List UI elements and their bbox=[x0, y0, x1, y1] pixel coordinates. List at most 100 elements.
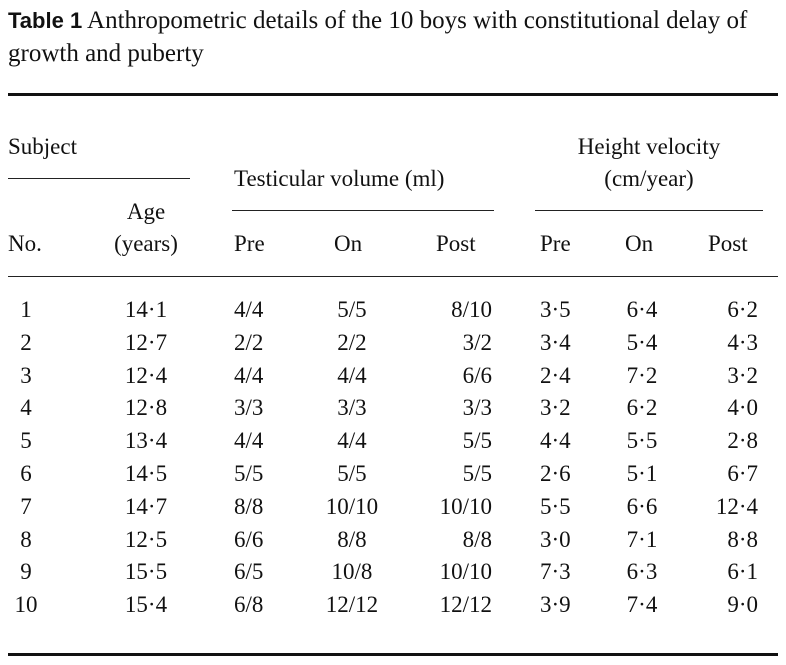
cell-hv-on: 6·2 bbox=[626, 395, 658, 421]
cell-age: 12·8 bbox=[124, 395, 168, 421]
cell-tv-on: 4/4 bbox=[337, 362, 367, 388]
header-tv-post: Post bbox=[436, 231, 476, 256]
cell-no: 7 bbox=[20, 493, 32, 519]
cell-tv-on: 5/5 bbox=[337, 297, 367, 322]
cell-hv-on: 5·4 bbox=[626, 329, 658, 355]
cell-hv-post: 6·2 bbox=[727, 297, 758, 322]
cell-no: 1 bbox=[20, 297, 32, 322]
cell-tv-post: 6/6 bbox=[462, 362, 492, 388]
cell-no: 9 bbox=[20, 559, 32, 585]
cell-hv-post: 2·8 bbox=[727, 428, 758, 454]
cell-hv-on: 7·2 bbox=[626, 362, 658, 388]
cell-age: 13·4 bbox=[124, 428, 168, 454]
cell-tv-pre: 6/5 bbox=[234, 559, 264, 585]
cell-age: 15·5 bbox=[124, 559, 168, 585]
header-tv-pre: Pre bbox=[234, 231, 265, 256]
cell-hv-post: 8·8 bbox=[727, 526, 758, 552]
cell-tv-pre: 4/4 bbox=[234, 297, 264, 322]
cell-hv-pre: 3·2 bbox=[540, 395, 571, 421]
cell-tv-on: 4/4 bbox=[337, 428, 367, 454]
cell-tv-on: 2/2 bbox=[337, 329, 367, 355]
cell-hv-pre: 3·5 bbox=[540, 297, 571, 322]
header-height-velocity-line1: Height velocity bbox=[577, 134, 721, 159]
table-caption: Table 1 Anthropometric details of the 10… bbox=[8, 4, 778, 70]
cell-hv-on: 6·4 bbox=[626, 297, 658, 322]
cell-tv-on: 10/10 bbox=[325, 493, 379, 519]
cell-no: 3 bbox=[20, 362, 32, 388]
cell-no: 8 bbox=[20, 526, 32, 552]
table-label: Table 1 bbox=[8, 8, 83, 33]
cell-tv-pre: 5/5 bbox=[234, 461, 264, 486]
top-rule bbox=[8, 93, 778, 96]
cell-hv-pre: 3·4 bbox=[540, 329, 571, 355]
cell-hv-on: 5·1 bbox=[626, 461, 658, 486]
cell-tv-on: 8/8 bbox=[337, 526, 367, 552]
header-subject: Subject bbox=[8, 134, 77, 159]
cell-tv-post: 10/10 bbox=[439, 493, 492, 519]
cell-tv-pre: 6/8 bbox=[234, 592, 264, 618]
cell-age: 12·4 bbox=[124, 362, 168, 388]
cell-tv-pre: 6/6 bbox=[234, 526, 264, 552]
cell-hv-post: 4·3 bbox=[727, 329, 758, 355]
header-height-velocity-line2: (cm/year) bbox=[604, 166, 694, 191]
cell-tv-post: 8/10 bbox=[451, 297, 492, 322]
cell-no: 6 bbox=[20, 461, 32, 486]
cell-hv-pre: 3·0 bbox=[540, 526, 571, 552]
cell-hv-on: 5·5 bbox=[626, 428, 658, 454]
cell-hv-on: 6·3 bbox=[626, 559, 658, 585]
subject-underline bbox=[8, 178, 190, 179]
cell-tv-post: 5/5 bbox=[462, 428, 492, 454]
header-hv-pre: Pre bbox=[540, 231, 571, 256]
header-hv-on: On bbox=[625, 231, 654, 256]
cell-hv-pre: 2·4 bbox=[540, 362, 571, 388]
bottom-rule bbox=[8, 653, 778, 656]
cell-no: 4 bbox=[20, 395, 32, 421]
cell-hv-pre: 3·9 bbox=[540, 592, 571, 618]
header-age-line1: Age bbox=[126, 199, 166, 224]
cell-tv-post: 10/10 bbox=[439, 559, 492, 585]
cell-tv-pre: 8/8 bbox=[234, 493, 264, 519]
cell-tv-post: 12/12 bbox=[439, 592, 492, 618]
table-title: Anthropometric details of the 10 boys wi… bbox=[8, 7, 748, 67]
cell-no: 10 bbox=[14, 592, 38, 618]
cell-tv-on: 3/3 bbox=[337, 395, 367, 421]
cell-age: 14·1 bbox=[124, 297, 168, 322]
header-bottom-rule bbox=[8, 276, 778, 277]
cell-hv-post: 12·4 bbox=[715, 493, 758, 519]
cell-tv-post: 5/5 bbox=[462, 461, 492, 486]
cell-hv-on: 7·4 bbox=[626, 592, 658, 618]
cell-no: 2 bbox=[20, 329, 32, 355]
cell-tv-post: 3/3 bbox=[462, 395, 492, 421]
cell-tv-pre: 3/3 bbox=[234, 395, 264, 421]
cell-hv-post: 9·0 bbox=[727, 592, 758, 618]
cell-hv-on: 6·6 bbox=[626, 493, 658, 519]
cell-hv-post: 6·7 bbox=[727, 461, 758, 486]
cell-age: 12·5 bbox=[124, 526, 168, 552]
cell-tv-pre: 4/4 bbox=[234, 362, 264, 388]
cell-age: 14·5 bbox=[124, 461, 168, 486]
cell-hv-on: 7·1 bbox=[626, 526, 658, 552]
cell-tv-on: 12/12 bbox=[325, 592, 379, 618]
header-tv-on: On bbox=[334, 231, 363, 256]
cell-hv-pre: 5·5 bbox=[540, 493, 571, 519]
cell-tv-post: 3/2 bbox=[462, 329, 492, 355]
height-velocity-underline bbox=[535, 210, 763, 211]
cell-tv-pre: 2/2 bbox=[234, 329, 264, 355]
cell-tv-post: 8/8 bbox=[462, 526, 492, 552]
cell-tv-on: 5/5 bbox=[337, 461, 367, 486]
header-no: No. bbox=[8, 231, 42, 256]
cell-tv-on: 10/8 bbox=[331, 559, 373, 585]
cell-tv-pre: 4/4 bbox=[234, 428, 264, 454]
cell-hv-post: 4·0 bbox=[727, 395, 758, 421]
cell-hv-pre: 4·4 bbox=[540, 428, 571, 454]
testicular-volume-underline bbox=[232, 210, 494, 211]
header-hv-post: Post bbox=[708, 231, 748, 256]
header-testicular-volume: Testicular volume (ml) bbox=[234, 166, 445, 191]
cell-hv-post: 6·1 bbox=[727, 559, 758, 585]
cell-age: 14·7 bbox=[124, 493, 168, 519]
cell-hv-pre: 7·3 bbox=[540, 559, 571, 585]
cell-age: 15·4 bbox=[124, 592, 168, 618]
cell-no: 5 bbox=[20, 428, 32, 454]
cell-hv-post: 3·2 bbox=[727, 362, 758, 388]
cell-age: 12·7 bbox=[124, 329, 168, 355]
